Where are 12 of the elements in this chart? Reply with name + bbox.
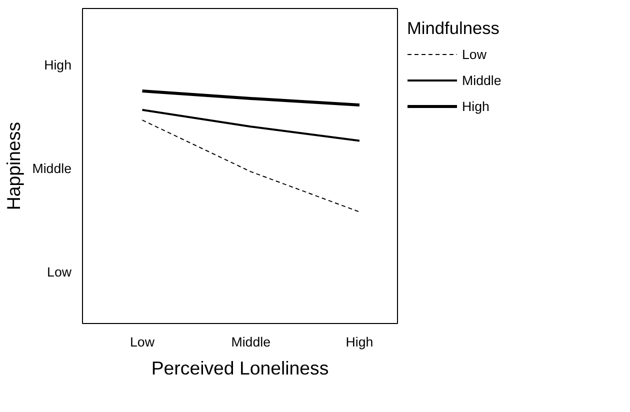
x-tick-label: Low xyxy=(130,334,155,350)
x-tick-label: Middle xyxy=(231,334,270,350)
y-axis-title: Happiness xyxy=(3,122,24,210)
legend-label: Low xyxy=(462,46,486,62)
legend-label: Middle xyxy=(462,72,502,88)
text: High xyxy=(44,58,72,73)
x-tick-label: High xyxy=(346,334,374,350)
x-axis-title: Perceived Loneliness xyxy=(151,358,329,378)
text: Low xyxy=(47,264,72,280)
legend-title: Mindfulness xyxy=(407,18,500,39)
text: Middle xyxy=(32,161,72,176)
legend-label: High xyxy=(462,98,490,114)
